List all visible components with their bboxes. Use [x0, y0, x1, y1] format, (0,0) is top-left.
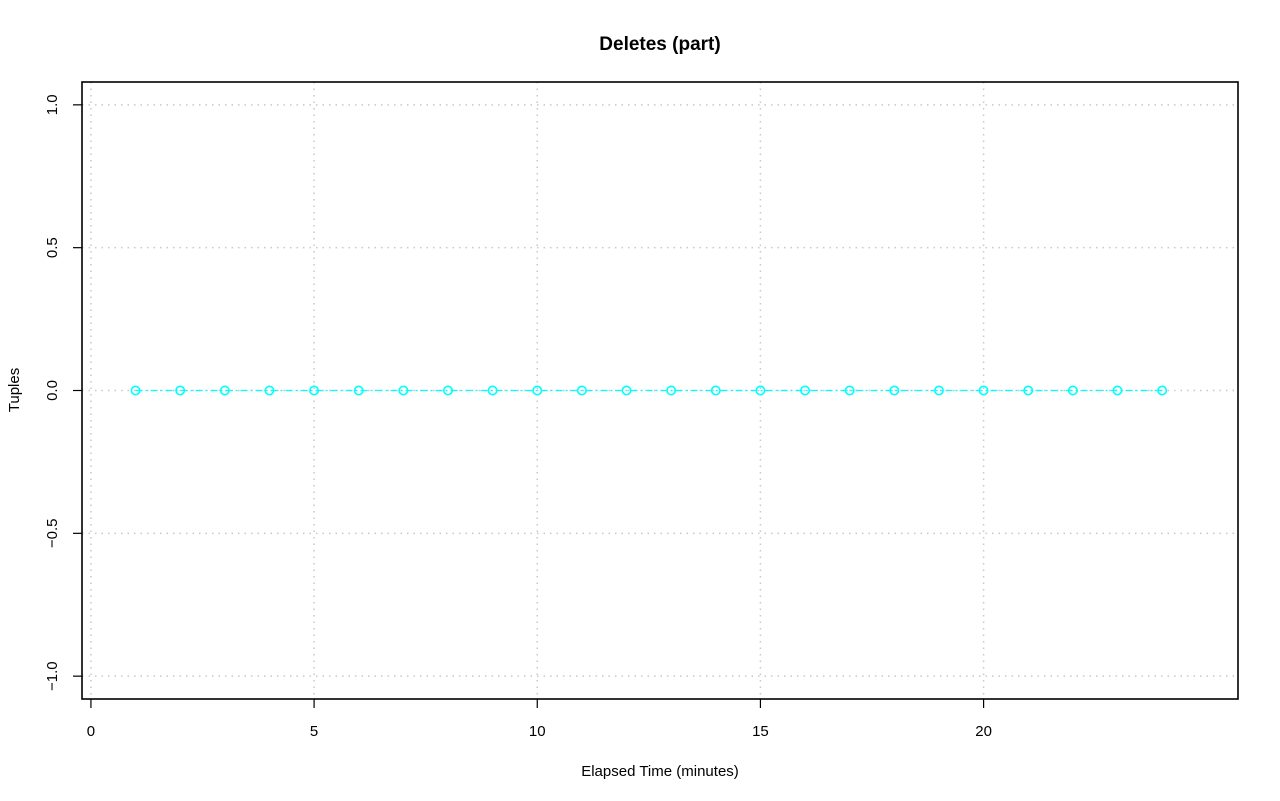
data-point: [1112, 385, 1123, 396]
data-point: [978, 385, 989, 396]
x-axis: 0 5 10 15 20: [87, 699, 992, 740]
y-tick-label: 1.0: [44, 94, 61, 115]
data-point: [442, 385, 453, 396]
data-point: [309, 385, 320, 396]
plot-series: [130, 385, 1168, 396]
y-tick-label: 0.0: [44, 380, 61, 401]
y-axis: −1.0 −0.5 0.0 0.5 1.0: [44, 94, 82, 691]
data-point: [1067, 385, 1078, 396]
data-point: [1023, 385, 1034, 396]
data-point: [621, 385, 632, 396]
data-point: [933, 385, 944, 396]
data-point: [710, 385, 721, 396]
chart-title: Deletes (part): [599, 34, 720, 55]
x-tick-label: 15: [752, 723, 769, 740]
data-point: [666, 385, 677, 396]
data-point: [800, 385, 811, 396]
data-point: [755, 385, 766, 396]
data-point: [889, 385, 900, 396]
data-point: [175, 385, 186, 396]
data-point: [1157, 385, 1168, 396]
grid: [82, 82, 1238, 699]
x-tick-label: 0: [87, 723, 95, 740]
y-tick-label: 0.5: [44, 237, 61, 258]
x-tick-label: 5: [310, 723, 318, 740]
x-axis-label: Elapsed Time (minutes): [581, 763, 739, 780]
data-point: [353, 385, 364, 396]
data-point: [532, 385, 543, 396]
data-point: [844, 385, 855, 396]
data-point: [398, 385, 409, 396]
y-tick-label: −0.5: [44, 519, 61, 549]
data-point: [130, 385, 141, 396]
x-tick-label: 10: [529, 723, 546, 740]
x-tick-label: 20: [975, 723, 992, 740]
data-point: [487, 385, 498, 396]
data-point: [576, 385, 587, 396]
y-tick-label: −1.0: [44, 661, 61, 691]
data-point: [264, 385, 275, 396]
data-point: [219, 385, 230, 396]
y-axis-label: Tuples: [6, 368, 23, 412]
plot-frame: [81, 81, 1239, 700]
